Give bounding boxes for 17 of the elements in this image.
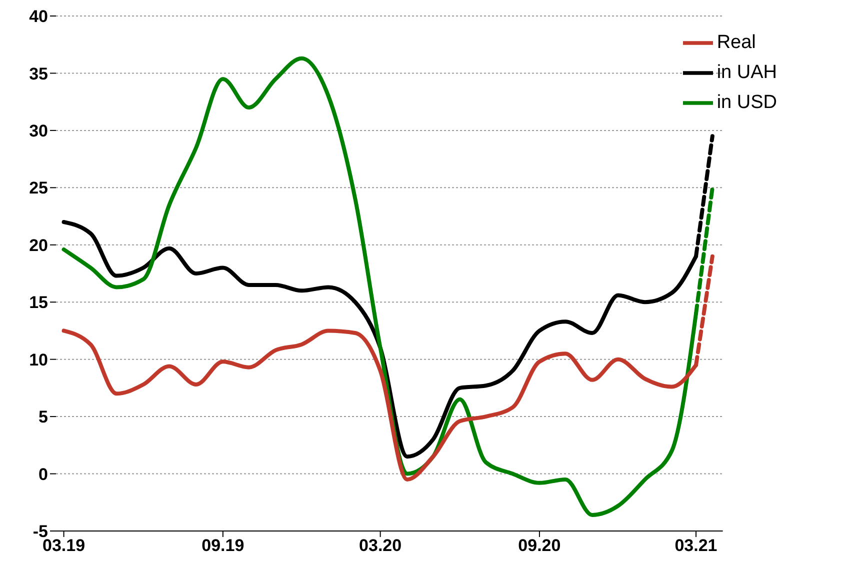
y-tick-label: 0 xyxy=(38,464,48,484)
y-tick-label: 20 xyxy=(29,236,48,255)
y-tick-label: 30 xyxy=(29,121,48,140)
y-tick-label: 15 xyxy=(29,293,48,312)
y-tick-label: 5 xyxy=(38,408,48,427)
x-tick-label: 09.20 xyxy=(518,536,561,556)
y-tick-label: 35 xyxy=(29,64,48,84)
x-tick-label: 03.21 xyxy=(674,536,718,556)
y-tick-label: 10 xyxy=(29,350,48,370)
y-tick-label: 40 xyxy=(29,7,48,26)
x-tick-label: 09.19 xyxy=(202,536,244,556)
legend-label: in USD xyxy=(716,92,777,114)
y-tick-label: 25 xyxy=(29,178,48,198)
legend-label: in UAH xyxy=(716,62,777,84)
x-tick-label: 03.20 xyxy=(359,536,402,556)
x-tick-label: 03.19 xyxy=(42,536,86,556)
legend-label: Real xyxy=(716,32,756,54)
